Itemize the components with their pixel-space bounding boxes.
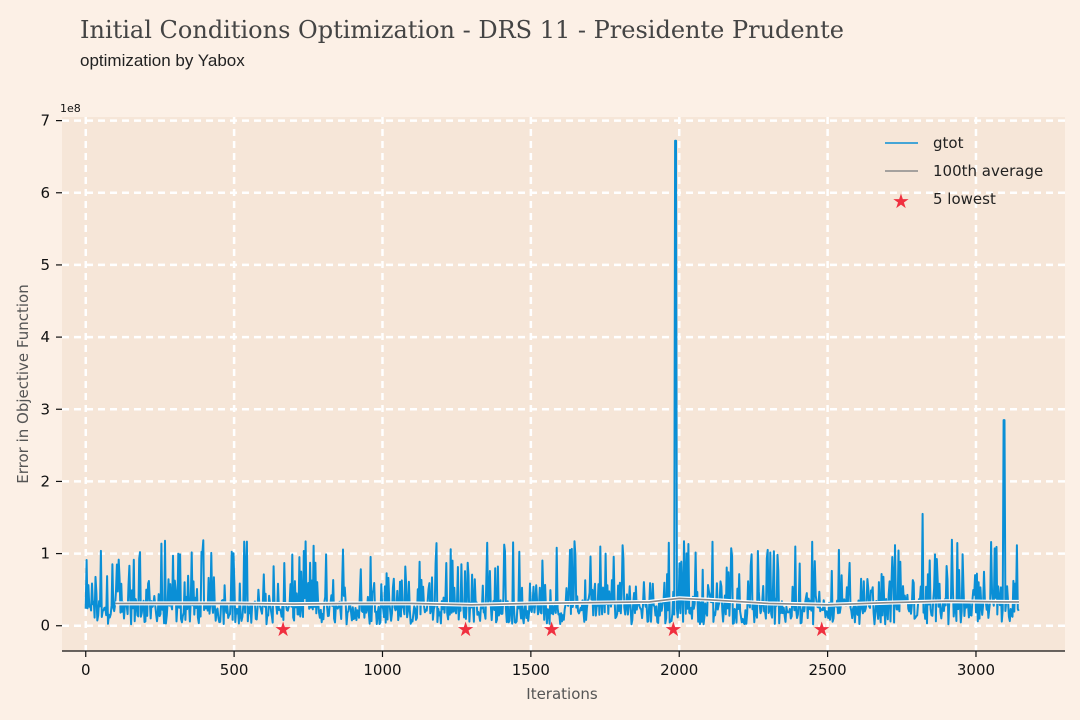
- x-tick-label: 0: [81, 661, 91, 679]
- x-tick-label: 1500: [512, 661, 550, 679]
- axes: [56, 120, 1065, 657]
- y-tick-label: 0: [40, 617, 50, 635]
- y-axis-label: Error in Objective Function: [14, 284, 32, 483]
- lowest-star-marker: ★: [457, 617, 475, 641]
- line-average: [115, 597, 1019, 606]
- series-5-lowest: ★ ★ ★ ★ ★: [274, 617, 831, 641]
- chart-title: Initial Conditions Optimization - DRS 11…: [80, 16, 844, 44]
- legend-label-average: 100th average: [933, 162, 1043, 180]
- legend: gtot 100th average ★ 5 lowest: [885, 134, 1043, 213]
- legend-swatch-lowest: ★: [892, 189, 910, 213]
- lowest-star-marker: ★: [813, 617, 831, 641]
- chart-subtitle: optimization by Yabox: [80, 51, 245, 70]
- x-tick-label: 3000: [957, 661, 995, 679]
- lowest-star-marker: ★: [274, 617, 292, 641]
- x-tick-label: 500: [220, 661, 249, 679]
- y-tick-label: 7: [40, 112, 50, 130]
- lowest-star-marker: ★: [543, 617, 561, 641]
- legend-label-gtot: gtot: [933, 134, 964, 152]
- x-axis-label: Iterations: [526, 685, 598, 703]
- lowest-star-marker: ★: [664, 617, 682, 641]
- legend-label-lowest: 5 lowest: [933, 190, 996, 208]
- y-tick-label: 3: [40, 400, 50, 418]
- y-tick-label: 2: [40, 472, 50, 490]
- y-tick-label: 4: [40, 328, 50, 346]
- y-tick-label: 6: [40, 184, 50, 202]
- x-tick-label: 2000: [660, 661, 698, 679]
- x-tick-label: 2500: [809, 661, 847, 679]
- y-tick-label: 1: [40, 545, 50, 563]
- tick-labels: 0 500 1000 1500 2000 2500 3000 0 1 2 3 4 5 6 7: [40, 112, 995, 679]
- series-100th-average: [115, 596, 1019, 607]
- y-tick-label: 5: [40, 256, 50, 274]
- y-scale-label: 1e8: [60, 102, 81, 115]
- x-tick-label: 1000: [363, 661, 401, 679]
